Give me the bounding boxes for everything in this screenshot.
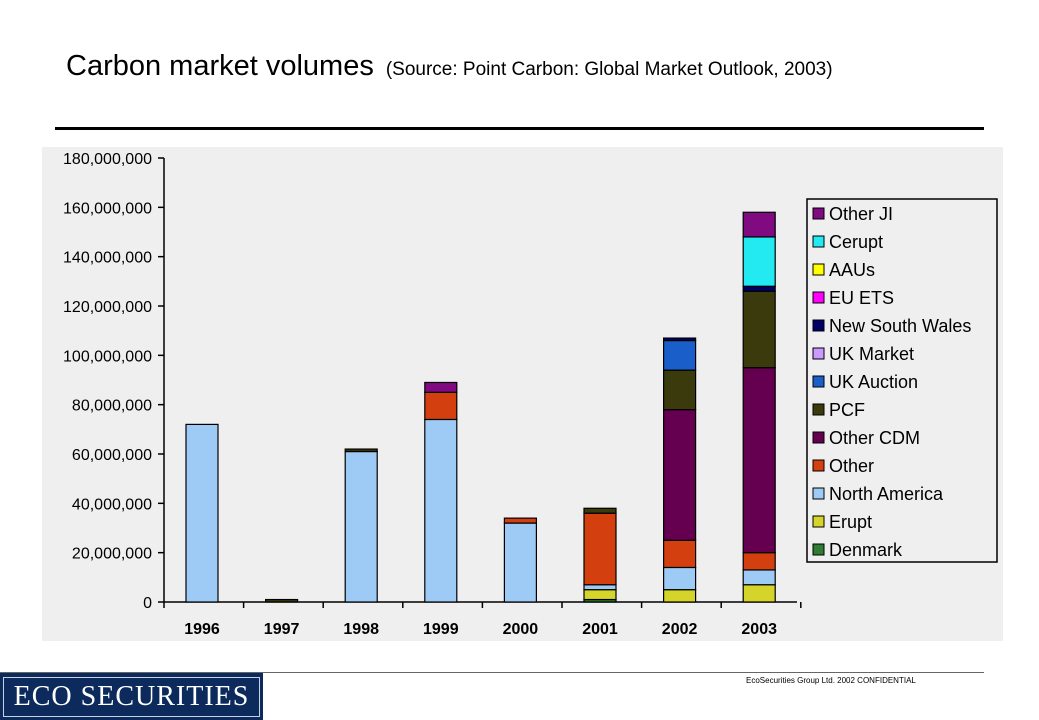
legend-label: UK Market <box>829 344 914 364</box>
legend-label: Denmark <box>829 540 903 560</box>
legend-swatch <box>812 291 825 304</box>
legend-swatch <box>812 543 825 556</box>
y-tick-label: 120,000,000 <box>63 299 152 316</box>
bar-segment <box>662 566 697 591</box>
title-underline <box>55 127 984 130</box>
bar-segment <box>344 448 378 453</box>
y-tick-label: 180,000,000 <box>63 151 152 168</box>
y-tick-label: 160,000,000 <box>63 200 152 217</box>
x-tick-label: 2001 <box>582 621 618 638</box>
bar-segment <box>742 290 776 369</box>
legend-swatch <box>812 263 825 276</box>
bar-segment <box>583 507 617 514</box>
legend-label: Other <box>829 456 874 476</box>
legend-box <box>806 198 998 563</box>
x-tick-label: 2003 <box>741 621 777 638</box>
x-tick-label: 1997 <box>264 621 300 638</box>
bar-segment <box>742 236 776 287</box>
x-tick-label: 1996 <box>184 621 220 638</box>
y-tick-label: 100,000,000 <box>63 348 152 365</box>
bar-segment <box>583 589 617 601</box>
x-tick-label: 1999 <box>423 621 459 638</box>
bar-segment <box>742 367 776 554</box>
y-tick-label: 80,000,000 <box>72 398 152 415</box>
legend-swatch <box>812 235 825 248</box>
x-tick-label: 2002 <box>662 621 698 638</box>
company-logo: ECO SECURITIES <box>0 673 263 720</box>
legend-label: Other JI <box>829 204 893 224</box>
legend-swatch <box>812 403 825 416</box>
legend-swatch <box>812 319 825 332</box>
bar-segment <box>742 552 776 571</box>
confidential-notice: EcoSecurities Group Ltd. 2002 CONFIDENTI… <box>746 676 916 685</box>
x-tick-label: 1998 <box>343 621 379 638</box>
bar-segment <box>662 369 697 411</box>
bar-segment <box>662 539 697 569</box>
bar-segment <box>185 423 219 603</box>
bar-segment <box>662 337 697 342</box>
bar-segment <box>742 285 776 292</box>
legend-swatch <box>812 207 825 220</box>
bar-segment <box>424 418 458 603</box>
bar-segment <box>344 450 378 603</box>
y-tick-label: 60,000,000 <box>72 447 152 464</box>
y-tick-label: 140,000,000 <box>63 250 152 267</box>
bar-segment <box>583 584 617 591</box>
x-tick-label: 2000 <box>503 621 539 638</box>
bar-segment <box>424 381 458 393</box>
legend-label: Other CDM <box>829 428 920 448</box>
bar-segment <box>662 589 697 603</box>
title-source: (Source: Point Carbon: Global Market Out… <box>385 59 833 80</box>
legend-swatch <box>812 375 825 388</box>
bar-segment <box>424 391 458 421</box>
legend-label: North America <box>829 484 944 504</box>
logo-text: ECO SECURITIES <box>2 676 261 717</box>
y-tick-label: 40,000,000 <box>72 496 152 513</box>
bar-segment <box>742 569 776 586</box>
stacked-bar-chart: 0 20,000,000 40,000,000 60,000,000 80,000,00… <box>63 151 998 638</box>
legend-label: UK Auction <box>829 372 918 392</box>
bar-segment <box>662 409 697 541</box>
bar-segment <box>503 517 537 524</box>
y-tick-label: 0 <box>143 595 152 612</box>
legend-swatch <box>812 431 825 444</box>
legend-swatch <box>812 487 825 500</box>
legend-swatch <box>812 459 825 472</box>
chart-panel: 0 20,000,000 40,000,000 60,000,000 80,000,00… <box>42 147 1003 641</box>
bar-segment <box>583 512 617 586</box>
bar-segment <box>265 598 299 603</box>
bar-segment <box>503 522 537 603</box>
bar-segment <box>742 584 776 603</box>
bar-segment <box>662 339 697 371</box>
legend-label: EU ETS <box>829 288 894 308</box>
legend-label: PCF <box>829 400 865 420</box>
legend-label: AAUs <box>829 260 875 280</box>
footer-divider <box>0 672 984 673</box>
legend-label: New South Wales <box>829 316 971 336</box>
title-main: Carbon market volumes <box>66 50 374 82</box>
page-title: Carbon market volumes (Source: Point Carb… <box>66 50 833 83</box>
y-tick-label: 20,000,000 <box>72 546 152 563</box>
legend-label: Erupt <box>829 512 872 532</box>
bar-segment <box>742 211 776 238</box>
legend-swatch <box>812 515 825 528</box>
legend-label: Cerupt <box>829 232 883 252</box>
legend-swatch <box>812 347 825 360</box>
